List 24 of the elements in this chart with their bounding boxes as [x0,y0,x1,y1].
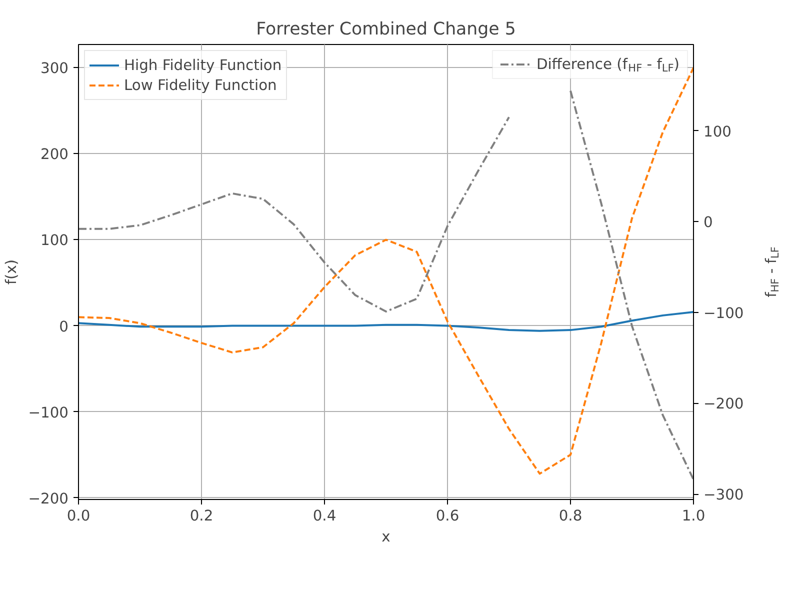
x-axis-title: x [382,528,391,546]
y2-axis-title: fHF - fLF [763,246,782,298]
y-axis-title: f(x) [3,259,20,285]
y-tick-label: −100 [28,404,69,422]
y2-tick-label: −100 [704,304,744,322]
x-tick-label: 0.8 [558,508,582,524]
x-tick-label: 1.0 [682,508,706,524]
x-tick-label: 0.0 [66,508,90,524]
y2-tick-label: −200 [704,396,744,413]
y2-tick-label: 100 [704,123,732,140]
x-tick-label: 0.2 [190,508,214,524]
line-series [78,310,694,332]
x-tick-label: 0.4 [312,508,336,524]
legend-label: Low Fidelity Function [124,76,277,94]
y-tick-label: 100 [40,232,69,250]
y-tick-label: −200 [28,490,69,508]
legend-label: High Fidelity Function [124,56,282,74]
y-tick-label: 0 [59,318,69,336]
x-tick-label: 0.6 [436,508,460,524]
y-tick-label: 200 [40,146,69,164]
y2-tick-label: 0 [704,214,713,232]
y-tick-label: 300 [40,60,69,78]
chart-title: Forrester Combined Change 5 [256,20,516,40]
y2-tick-label: −300 [704,486,744,504]
